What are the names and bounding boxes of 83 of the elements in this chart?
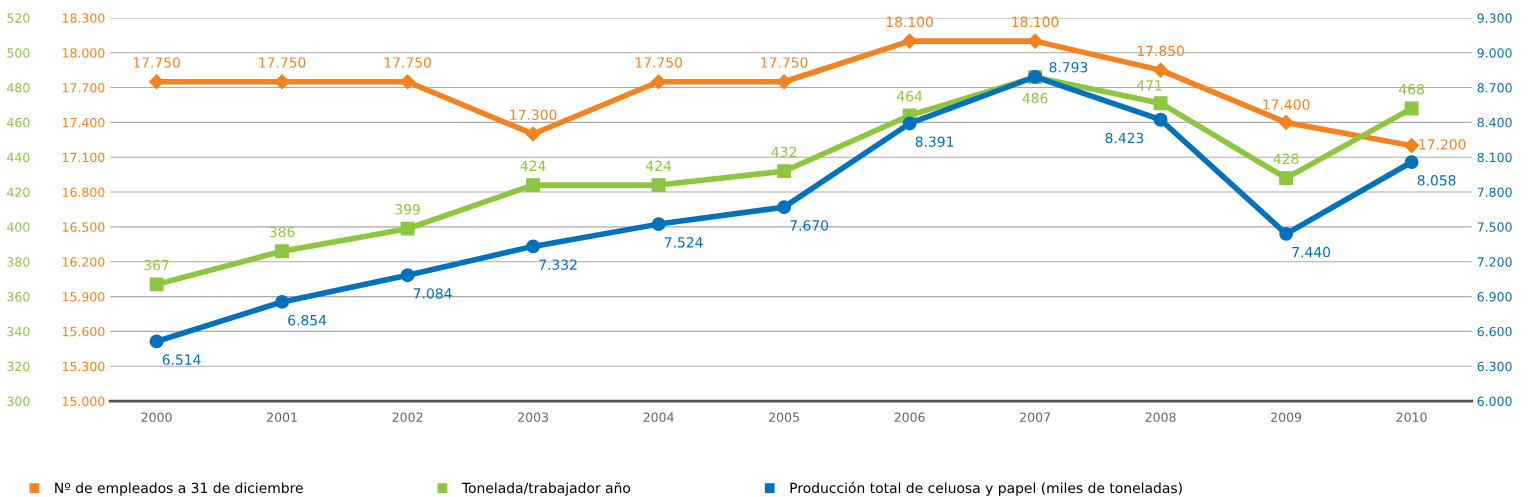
x-tick-label: 2003 bbox=[518, 412, 549, 422]
y-tick-label: 17.700 bbox=[62, 83, 105, 93]
legend-label: Tonelada/trabajador año bbox=[461, 482, 631, 496]
y-tick-label: 16.800 bbox=[62, 187, 105, 197]
y2-tick-label: 6.000 bbox=[1477, 396, 1512, 407]
data-label: 8.391 bbox=[915, 136, 954, 147]
y3-tick-label: 360 bbox=[7, 292, 30, 302]
x-tick-label: 2004 bbox=[643, 412, 674, 422]
y3-tick-label: 460 bbox=[7, 117, 30, 128]
data-label: 18.100 bbox=[1012, 16, 1059, 28]
data-label: 17.750 bbox=[133, 57, 180, 68]
data-label: 17.750 bbox=[761, 57, 808, 68]
data-label: 7.524 bbox=[664, 237, 703, 248]
data-label: 17.750 bbox=[259, 57, 306, 68]
x-tick-label: 2001 bbox=[267, 412, 297, 422]
data-label: 17.200 bbox=[1419, 139, 1466, 150]
y2-tick-label: 8.700 bbox=[1477, 83, 1512, 93]
y3-tick-label: 520 bbox=[7, 13, 30, 23]
data-label: 432 bbox=[771, 146, 796, 158]
data-label: 6.854 bbox=[288, 314, 327, 326]
data-label: 8.058 bbox=[1417, 175, 1456, 186]
y2-tick-label: 6.600 bbox=[1477, 326, 1512, 337]
y2-tick-label: 8.100 bbox=[1477, 152, 1512, 163]
y2-tick-label: 6.300 bbox=[1477, 361, 1512, 372]
data-label: 428 bbox=[1273, 153, 1299, 165]
y3-tick-label: 440 bbox=[7, 152, 30, 163]
data-label: 399 bbox=[395, 204, 420, 215]
legend-label: Nº de empleados a 31 de diciembre bbox=[55, 482, 303, 496]
data-label: 18.100 bbox=[886, 16, 933, 28]
data-label: 7.084 bbox=[413, 288, 452, 299]
data-label: 7.670 bbox=[790, 220, 829, 231]
data-label: 7.332 bbox=[539, 259, 577, 270]
y2-tick-label: 8.400 bbox=[1477, 117, 1512, 128]
x-tick-label: 2002 bbox=[392, 412, 423, 422]
y2-tick-label: 7.800 bbox=[1477, 187, 1512, 197]
x-tick-label: 2005 bbox=[769, 412, 799, 422]
x-tick-label: 2000 bbox=[141, 412, 172, 422]
data-label: 367 bbox=[144, 259, 169, 271]
x-tick-label: 2007 bbox=[1020, 412, 1050, 422]
y-tick-label: 15.000 bbox=[62, 396, 105, 407]
y-tick-label: 16.200 bbox=[62, 257, 105, 267]
data-label: 17.750 bbox=[384, 57, 431, 68]
y2-tick-label: 6.900 bbox=[1477, 292, 1512, 302]
data-label: 468 bbox=[1399, 83, 1424, 95]
data-label: 424 bbox=[646, 160, 672, 171]
data-label: 6.514 bbox=[162, 354, 201, 365]
y2-tick-label: 7.200 bbox=[1477, 257, 1512, 267]
data-label: 17.400 bbox=[1263, 99, 1310, 110]
data-label: 464 bbox=[897, 90, 923, 102]
y-tick-label: 17.100 bbox=[62, 152, 105, 163]
y-tick-label: 18.000 bbox=[62, 48, 105, 58]
y3-tick-label: 340 bbox=[7, 326, 30, 337]
y2-tick-label: 9.300 bbox=[1477, 13, 1512, 23]
legend-label: Producción total de celuosa y papel (miles de toneladas) bbox=[790, 481, 1182, 496]
data-label: 486 bbox=[1022, 92, 1048, 104]
data-label: 8.423 bbox=[1105, 132, 1144, 144]
data-label: 386 bbox=[269, 226, 295, 238]
x-tick-label: 2008 bbox=[1145, 412, 1176, 422]
y3-tick-label: 480 bbox=[7, 83, 30, 93]
y3-tick-label: 400 bbox=[7, 222, 30, 232]
x-tick-label: 2009 bbox=[1271, 412, 1302, 422]
y-tick-label: 18.300 bbox=[62, 13, 105, 23]
y-tick-label: 15.600 bbox=[62, 326, 105, 337]
y3-tick-label: 320 bbox=[7, 361, 30, 372]
y2-tick-label: 9.000 bbox=[1477, 48, 1512, 58]
data-label: 8.793 bbox=[1049, 61, 1088, 73]
x-tick-label: 2006 bbox=[894, 412, 925, 422]
y3-tick-label: 300 bbox=[7, 396, 30, 407]
y-tick-label: 16.500 bbox=[62, 222, 105, 232]
y-tick-label: 15.900 bbox=[62, 292, 105, 302]
y3-tick-label: 380 bbox=[7, 257, 30, 267]
data-label: 17.300 bbox=[510, 109, 557, 120]
data-label: 424 bbox=[520, 160, 546, 171]
y2-tick-label: 7.500 bbox=[1477, 222, 1512, 232]
y3-tick-label: 500 bbox=[7, 48, 30, 58]
data-label: 17.850 bbox=[1137, 45, 1184, 57]
data-label: 7.440 bbox=[1292, 246, 1331, 258]
data-label: 17.750 bbox=[635, 57, 682, 68]
y-tick-label: 17.400 bbox=[62, 117, 105, 128]
x-tick-label: 2010 bbox=[1396, 412, 1427, 422]
y3-tick-label: 420 bbox=[7, 187, 30, 197]
y-tick-label: 15.300 bbox=[62, 361, 105, 372]
data-label: 471 bbox=[1136, 80, 1162, 91]
